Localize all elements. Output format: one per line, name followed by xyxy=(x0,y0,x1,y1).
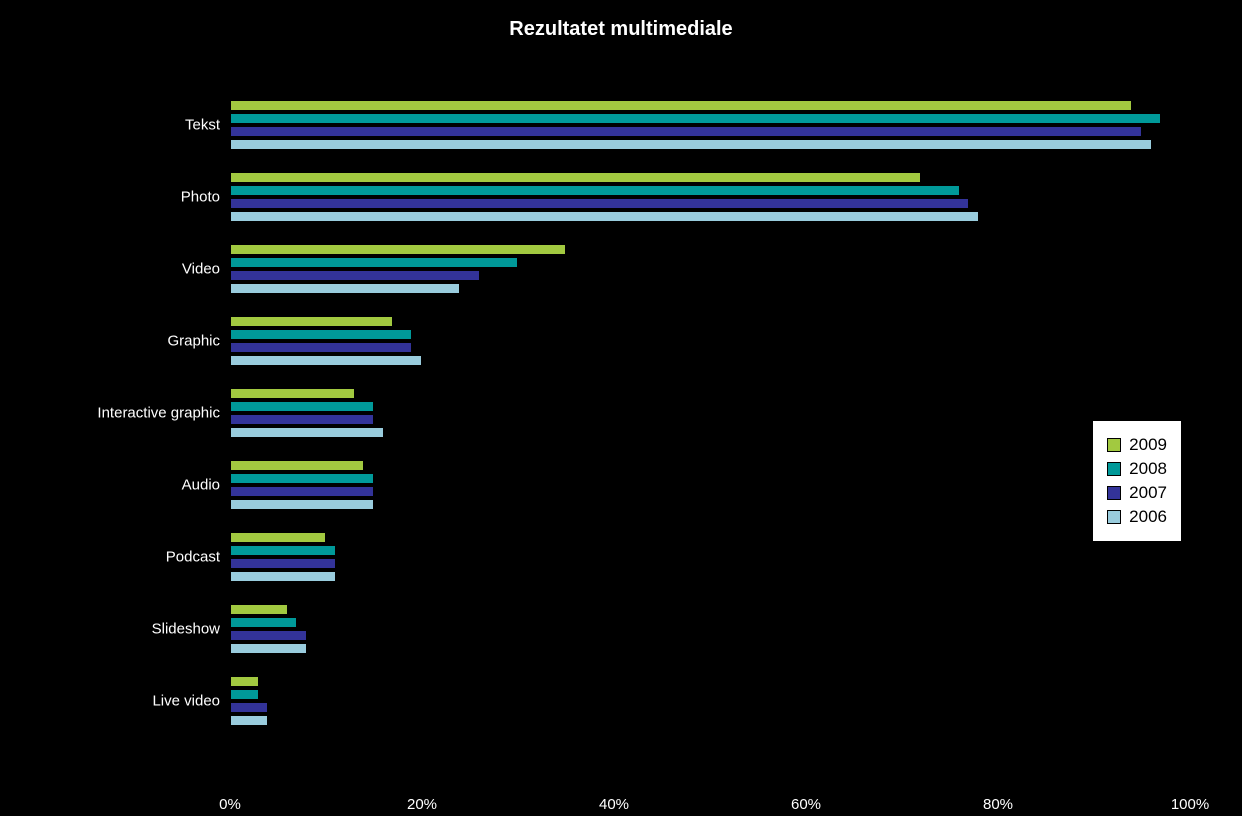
bar xyxy=(230,100,1132,111)
bar xyxy=(230,643,307,654)
category-group: Photo xyxy=(230,172,1190,222)
legend-label: 2007 xyxy=(1129,483,1167,503)
category-label: Audio xyxy=(10,477,230,494)
chart-title: Rezultatet multimediale xyxy=(0,18,1242,41)
legend-label: 2008 xyxy=(1129,459,1167,479)
bar xyxy=(230,715,268,726)
bar xyxy=(230,617,297,628)
category-group: Podcast xyxy=(230,532,1190,582)
legend: 2009 2008 2007 2006 xyxy=(1092,420,1182,542)
bar xyxy=(230,604,288,615)
bar xyxy=(230,198,969,209)
plot-area: Tekst Photo Video Graphic Interactive graphi… xyxy=(230,100,1190,760)
x-tick-label: 40% xyxy=(599,796,629,813)
legend-label: 2009 xyxy=(1129,435,1167,455)
bar xyxy=(230,283,460,294)
bar xyxy=(230,257,518,268)
bar xyxy=(230,244,566,255)
bar xyxy=(230,270,480,281)
legend-item: 2006 xyxy=(1107,507,1167,527)
legend-swatch xyxy=(1107,486,1121,500)
category-label: Podcast xyxy=(10,549,230,566)
category-label: Graphic xyxy=(10,333,230,350)
bar xyxy=(230,558,336,569)
bar xyxy=(230,702,268,713)
bar xyxy=(230,401,374,412)
bar xyxy=(230,486,374,497)
legend-label: 2006 xyxy=(1129,507,1167,527)
x-tick-label: 100% xyxy=(1171,796,1209,813)
legend-swatch xyxy=(1107,462,1121,476)
bar xyxy=(230,211,979,222)
category-group: Audio xyxy=(230,460,1190,510)
legend-swatch xyxy=(1107,510,1121,524)
category-label: Tekst xyxy=(10,117,230,134)
bar xyxy=(230,545,336,556)
bar xyxy=(230,676,259,687)
category-label: Slideshow xyxy=(10,621,230,638)
x-tick-label: 20% xyxy=(407,796,437,813)
bar xyxy=(230,427,384,438)
bar xyxy=(230,113,1161,124)
x-tick-label: 60% xyxy=(791,796,821,813)
bar xyxy=(230,342,412,353)
legend-item: 2007 xyxy=(1107,483,1167,503)
category-group: Slideshow xyxy=(230,604,1190,654)
category-group: Interactive graphic xyxy=(230,388,1190,438)
bar xyxy=(230,473,374,484)
category-label: Photo xyxy=(10,189,230,206)
bar xyxy=(230,499,374,510)
category-group: Graphic xyxy=(230,316,1190,366)
legend-item: 2009 xyxy=(1107,435,1167,455)
category-group: Live video xyxy=(230,676,1190,726)
bar xyxy=(230,185,960,196)
bar xyxy=(230,414,374,425)
category-label: Interactive graphic xyxy=(10,405,230,422)
x-tick-label: 0% xyxy=(219,796,241,813)
x-tick-label: 80% xyxy=(983,796,1013,813)
category-label: Video xyxy=(10,261,230,278)
bar xyxy=(230,460,364,471)
legend-item: 2008 xyxy=(1107,459,1167,479)
bar xyxy=(230,139,1152,150)
category-group: Video xyxy=(230,244,1190,294)
bar xyxy=(230,630,307,641)
bar xyxy=(230,388,355,399)
bar xyxy=(230,532,326,543)
bar xyxy=(230,126,1142,137)
bar xyxy=(230,355,422,366)
category-label: Live video xyxy=(10,693,230,710)
bar xyxy=(230,329,412,340)
bar xyxy=(230,689,259,700)
bar xyxy=(230,571,336,582)
bar xyxy=(230,316,393,327)
legend-swatch xyxy=(1107,438,1121,452)
bar xyxy=(230,172,921,183)
category-group: Tekst xyxy=(230,100,1190,150)
